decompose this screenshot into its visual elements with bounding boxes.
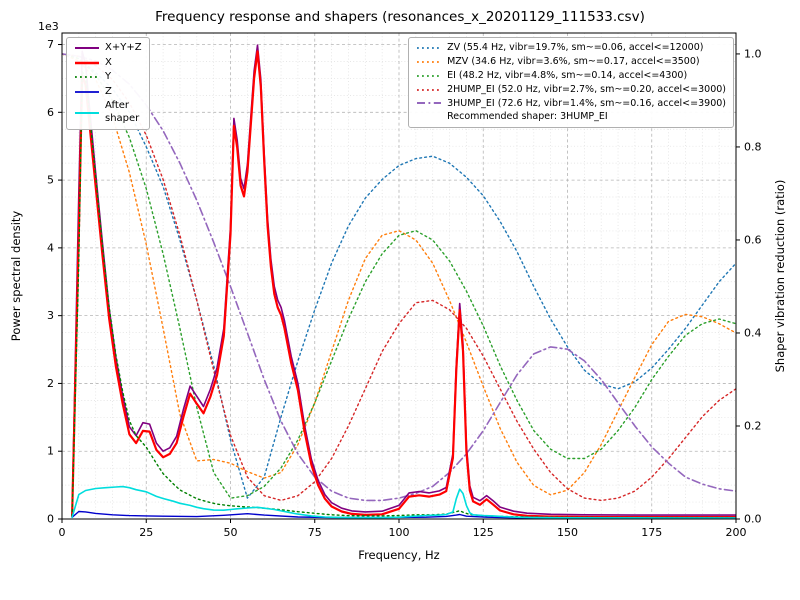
- x-tick-label: 150: [557, 526, 578, 539]
- legend-entry-after-label: After shaper: [105, 100, 140, 124]
- legend-entry-z: Z: [74, 86, 142, 99]
- legend-entry-ei: EI (48.2 Hz, vibr=4.8%, sm~=0.14, accel<…: [416, 70, 726, 82]
- y-right-tick-label: 0.0: [744, 513, 762, 526]
- legend-entry-mzv: MZV (34.6 Hz, vibr=3.6%, sm~=0.17, accel…: [416, 56, 726, 68]
- legend-entry-y-label: Y: [105, 71, 112, 82]
- x-tick-label: 75: [308, 526, 322, 539]
- psd-after-line: [71, 485, 736, 519]
- y-right-tick-label: 0.8: [744, 140, 762, 153]
- x-tick-label: 0: [59, 526, 66, 539]
- legend-entry-ei-line-sample: [417, 74, 442, 77]
- legend-entry-xyz-label: X+Y+Z: [105, 42, 142, 53]
- legend-entry-x-line-sample: [75, 61, 99, 65]
- y-axis-multiplier: 1e3: [38, 20, 59, 33]
- legend-entry-zv-line-sample: [417, 47, 442, 49]
- y-left-tick-label: 6: [47, 106, 54, 119]
- x-axis-label: Frequency, Hz: [358, 548, 440, 562]
- legend-entry-z-label: Z: [105, 85, 112, 97]
- legend-entry-y-line-sample: [75, 76, 99, 79]
- x-tick-label: 125: [473, 526, 494, 539]
- legend-entry-mzv-label: MZV (34.6 Hz, vibr=3.6%, sm~=0.17, accel…: [447, 55, 700, 67]
- y-right-tick-label: 1.0: [744, 47, 762, 60]
- legend-entry-3hump_ei-label: 3HUMP_EI (72.6 Hz, vibr=1.4%, sm~=0.16, …: [447, 97, 726, 109]
- legend-entry-z-line-sample: [75, 90, 99, 93]
- legend-entry-3hump_ei: 3HUMP_EI (72.6 Hz, vibr=1.4%, sm~=0.16, …: [416, 98, 726, 110]
- legend-psd: X+Y+Z X Y Z After shaper: [66, 37, 150, 130]
- legend-entry-xyz-line-sample: [75, 47, 99, 50]
- legend-entry-2hump_ei-label: 2HUMP_EI (52.0 Hz, vibr=2.7%, sm~=0.20, …: [447, 83, 726, 95]
- x-tick-label: 100: [389, 526, 410, 539]
- legend-entry-x: X: [74, 57, 142, 70]
- series-group: [62, 44, 736, 519]
- psd-z-line: [71, 510, 736, 519]
- x-tick-label: 25: [139, 526, 153, 539]
- x-tick-label: 175: [641, 526, 662, 539]
- legend-recommended-shaper-note-label: Recommended shaper: 3HUMP_EI: [447, 111, 608, 123]
- y-left-tick-label: 3: [47, 309, 54, 322]
- y-left-tick-label: 2: [47, 377, 54, 390]
- shaper-mzv-line: [62, 53, 736, 496]
- y-right-tick-label: 0.6: [744, 233, 762, 246]
- y-left-tick-label: 0: [47, 513, 54, 526]
- legend-entry-after: After shaper: [74, 100, 142, 125]
- legend-entry-xyz: X+Y+Z: [74, 42, 142, 55]
- x-tick-label: 200: [726, 526, 747, 539]
- y-left-tick-label: 4: [47, 241, 54, 254]
- legend-entry-ei-label: EI (48.2 Hz, vibr=4.8%, sm~=0.14, accel<…: [447, 69, 688, 81]
- legend-entry-zv: ZV (55.4 Hz, vibr=19.7%, sm~=0.06, accel…: [416, 42, 726, 54]
- shaper-3hump_ei-line: [62, 53, 736, 502]
- shaper-2hump_ei-line: [62, 53, 736, 502]
- psd-x-line: [71, 50, 736, 519]
- y-left-tick-label: 1: [47, 445, 54, 458]
- legend-entry-2hump_ei: 2HUMP_EI (52.0 Hz, vibr=2.7%, sm~=0.20, …: [416, 84, 726, 96]
- legend-entry-mzv-line-sample: [417, 60, 442, 63]
- axis-ticks: 0 25 50 75 100 125 150 175 200 0 1 2 3 4 5 6 7 0.0 0.2 0.4 0…: [47, 38, 762, 539]
- legend-recommended-shaper-note-line-sample: [416, 112, 442, 122]
- chart-title: Frequency response and shapers (resonanc…: [155, 9, 645, 25]
- shaper-zv-line: [62, 53, 736, 499]
- legend-entry-x-label: X: [105, 56, 112, 68]
- legend-entry-after-line-sample: [75, 111, 99, 114]
- shaper-ei-line: [62, 53, 736, 499]
- legend-entry-y: Y: [74, 71, 142, 84]
- y-right-tick-label: 0.4: [744, 326, 762, 339]
- y-left-tick-label: 5: [47, 174, 54, 187]
- legend-entry-zv-label: ZV (55.4 Hz, vibr=19.7%, sm~=0.06, accel…: [447, 42, 704, 53]
- y-right-tick-label: 0.2: [744, 419, 762, 432]
- legend-shapers: ZV (55.4 Hz, vibr=19.7%, sm~=0.06, accel…: [408, 37, 734, 129]
- legend-recommended-shaper-note: Recommended shaper: 3HUMP_EI: [416, 111, 726, 123]
- y-left-tick-label: 7: [47, 38, 54, 51]
- x-tick-label: 50: [224, 526, 238, 539]
- legend-entry-3hump_ei-line-sample: [417, 102, 442, 105]
- legend-entry-2hump_ei-line-sample: [417, 88, 442, 91]
